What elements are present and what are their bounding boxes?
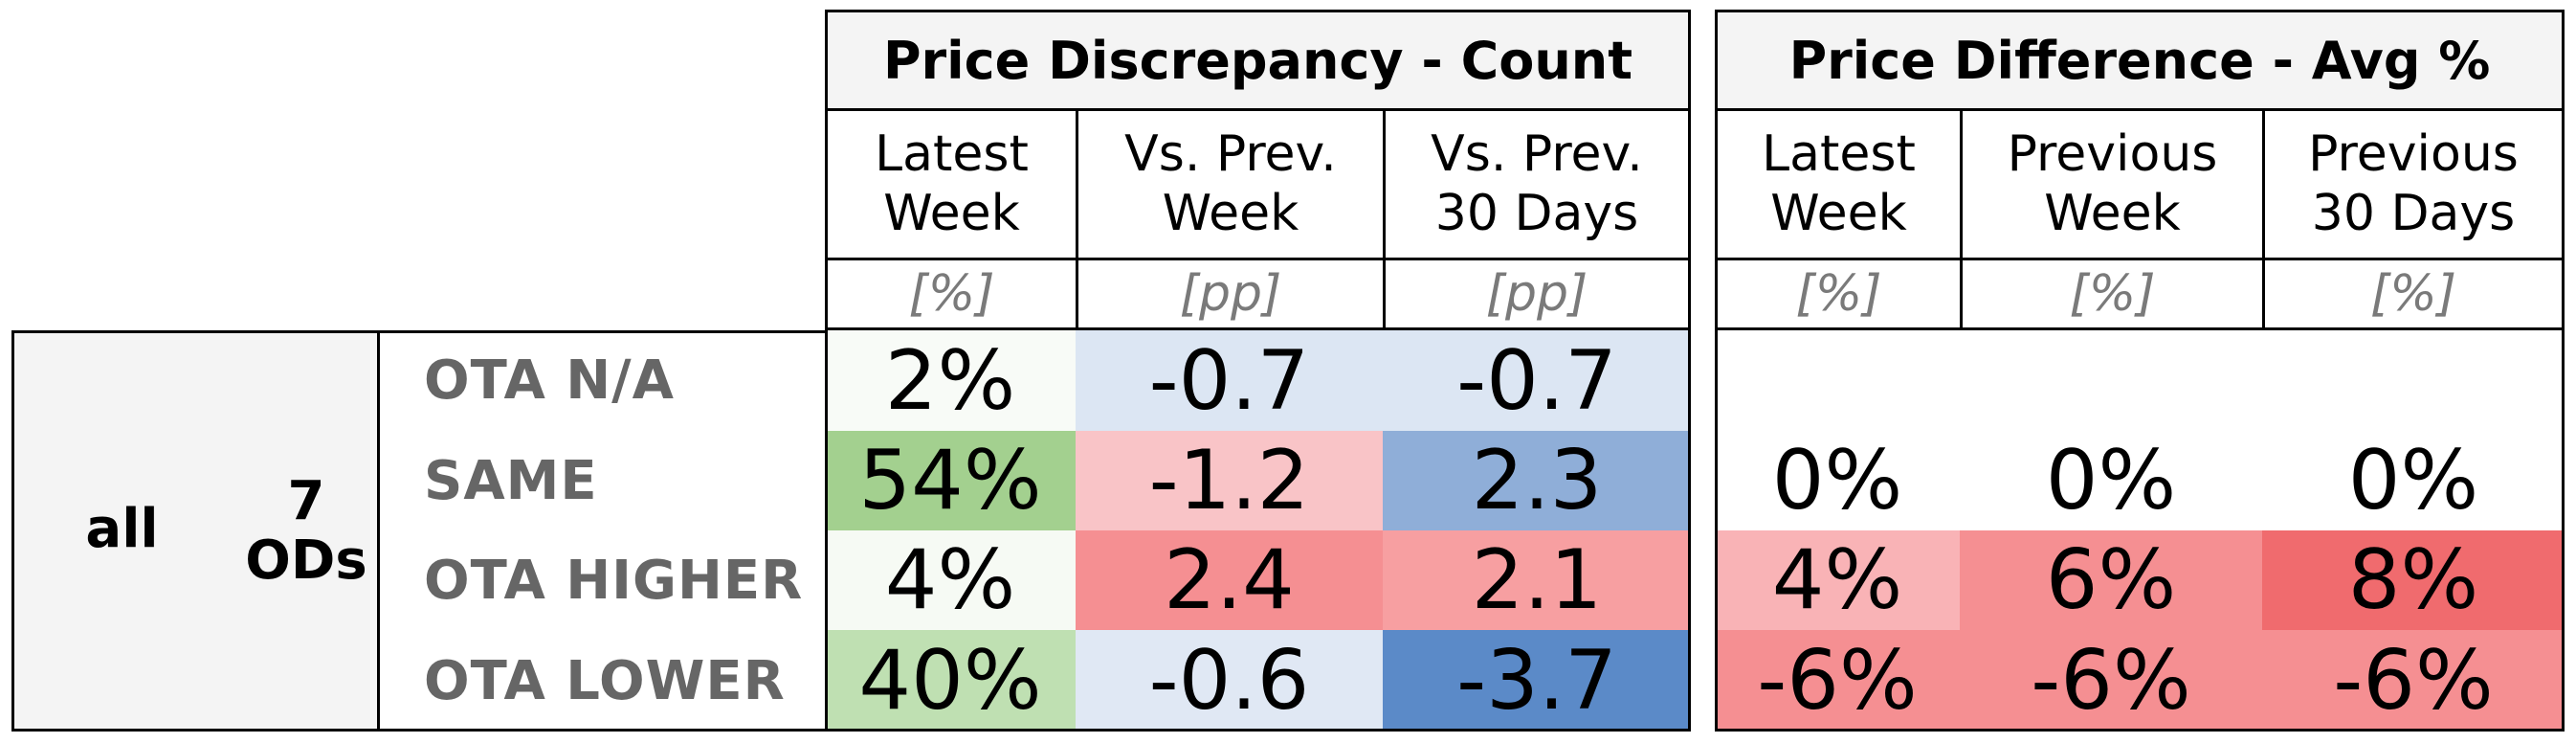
data-cell: 4%: [825, 530, 1076, 630]
data-cell: -0.7: [1076, 330, 1383, 431]
column-unit: [pp]: [1076, 258, 1386, 330]
data-cell: -6%: [2262, 630, 2565, 732]
data-cell: [2262, 330, 2565, 431]
data-cell: 54%: [825, 431, 1076, 530]
data-cell: -0.7: [1383, 330, 1691, 431]
body-top-line: [11, 330, 825, 333]
column-header: Vs. Prev. 30 Days: [1383, 108, 1691, 260]
column-unit: [%]: [2262, 258, 2565, 330]
data-cell: -6%: [1960, 630, 2262, 732]
column-header: Latest Week: [1715, 108, 1963, 260]
data-cell: 2%: [825, 330, 1076, 431]
data-cell: -6%: [1715, 630, 1960, 732]
data-cell: 2.3: [1383, 431, 1691, 530]
section-title: Price Discrepancy - Count: [825, 10, 1691, 111]
data-cell: 6%: [1960, 530, 2262, 630]
column-header: Latest Week: [825, 108, 1078, 260]
column-unit: [%]: [1715, 258, 1963, 330]
column-unit: [pp]: [1383, 258, 1691, 330]
data-cell: -0.6: [1076, 630, 1383, 732]
data-cell: -1.2: [1076, 431, 1383, 530]
data-cell: 0%: [1715, 431, 1960, 530]
row-label: OTA N/A: [424, 349, 675, 412]
data-cell: -3.7: [1383, 630, 1691, 732]
section-body-frame: [1715, 327, 2565, 732]
row-label: OTA HIGHER: [424, 549, 804, 612]
data-cell: 40%: [825, 630, 1076, 732]
data-cell: 0%: [1960, 431, 2262, 530]
data-cell: 8%: [2262, 530, 2565, 630]
row-label: SAME: [424, 449, 598, 512]
column-unit: [%]: [1960, 258, 2265, 330]
data-cell: 0%: [2262, 431, 2565, 530]
column-unit: [%]: [825, 258, 1078, 330]
section-title: Price Difference - Avg %: [1715, 10, 2565, 111]
body-bottom-line: [11, 729, 825, 732]
group-box: [11, 330, 380, 732]
section-body-frame: [825, 327, 1691, 732]
group-label: all: [85, 498, 159, 560]
data-cell: 2.4: [1076, 530, 1383, 630]
column-header: Vs. Prev. Week: [1076, 108, 1386, 260]
data-cell: 2.1: [1383, 530, 1691, 630]
data-cell: [1715, 330, 1960, 431]
group-divider: [377, 330, 380, 732]
data-cell: [1960, 330, 2262, 431]
column-header: Previous Week: [1960, 108, 2265, 260]
group-sublabel: 7 ODs: [245, 470, 367, 592]
row-label: OTA LOWER: [424, 649, 786, 712]
column-header: Previous 30 Days: [2262, 108, 2565, 260]
data-cell: 4%: [1715, 530, 1960, 630]
